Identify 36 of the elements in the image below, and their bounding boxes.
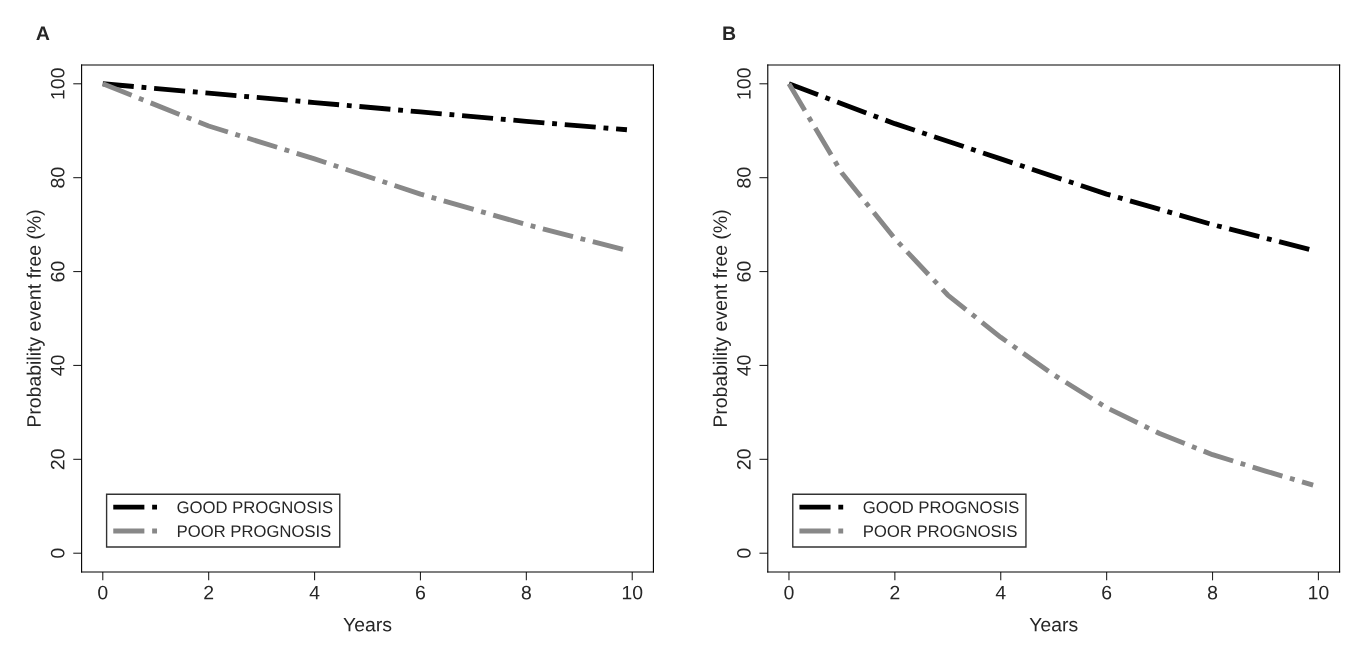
y-tick-label: 60 (736, 261, 751, 282)
y-tick-label: 20 (736, 449, 751, 470)
y-tick-label: 100 (736, 68, 751, 99)
y-tick-label: 60 (50, 261, 65, 282)
legend-label: GOOD PROGNOSIS (863, 501, 1019, 514)
x-tick-label: 6 (416, 585, 426, 600)
y-tick-label: 80 (50, 167, 65, 188)
x-axis-title: Years (343, 617, 392, 632)
legend-label: POOR PROGNOSIS (864, 525, 1017, 538)
x-axis-title: Years (1029, 617, 1078, 632)
x-tick-label: 8 (521, 585, 531, 600)
x-tick-label: 2 (204, 585, 214, 600)
legend-label: GOOD PROGNOSIS (177, 501, 333, 514)
x-tick-label: 0 (784, 585, 794, 600)
chart-title: B (723, 26, 736, 40)
y-axis-title: Probability event free (%) (26, 210, 45, 427)
line-series (786, 81, 1316, 488)
x-tick-label: 0 (98, 585, 108, 600)
y-tick-label: 0 (50, 548, 65, 558)
chart-title: A (36, 26, 50, 40)
y-tick-label: 40 (736, 355, 751, 376)
y-axis-title: Probability event free (%) (712, 210, 731, 427)
x-tick-label: 2 (890, 585, 900, 600)
x-tick-label: 4 (995, 585, 1006, 600)
legend-label: POOR PROGNOSIS (177, 525, 331, 538)
x-tick-label: 6 (1102, 585, 1112, 600)
x-tick-label: 4 (309, 585, 320, 600)
y-tick-label: 80 (736, 167, 751, 188)
y-tick-label: 100 (50, 68, 65, 99)
y-tick-label: 40 (50, 355, 65, 376)
y-tick-label: 0 (736, 548, 751, 558)
y-tick-label: 20 (50, 449, 65, 470)
line-series (100, 81, 630, 133)
x-tick-label: 10 (622, 585, 643, 600)
x-tick-label: 10 (1309, 585, 1329, 600)
x-tick-label: 8 (1207, 585, 1218, 600)
